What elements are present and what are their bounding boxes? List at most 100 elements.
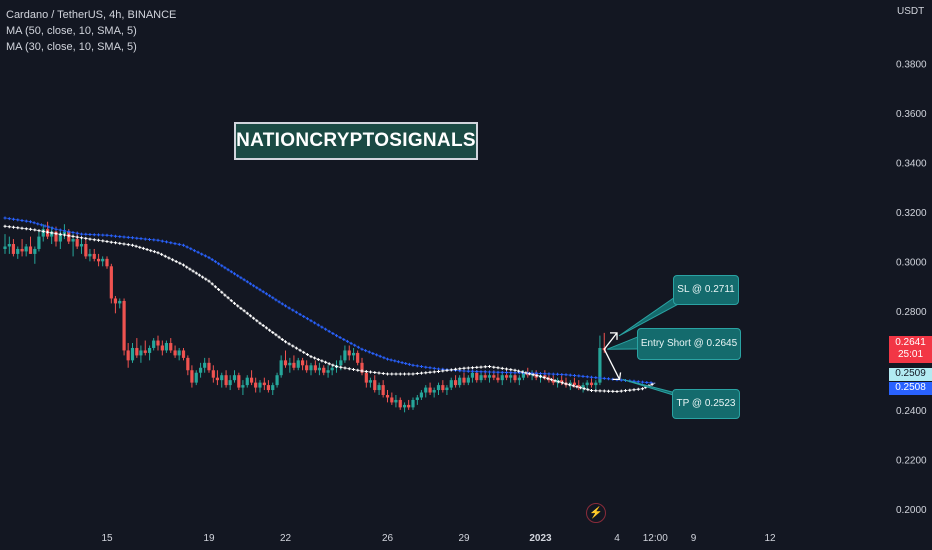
ma-marker xyxy=(152,238,156,242)
candle xyxy=(368,377,373,388)
ma-marker xyxy=(223,266,227,270)
ma-marker xyxy=(194,271,198,275)
candle-body xyxy=(271,385,275,391)
candle-body xyxy=(326,370,330,373)
ma-marker xyxy=(339,365,343,369)
ma-marker xyxy=(245,311,249,315)
ma-marker xyxy=(449,368,453,372)
ma-marker xyxy=(509,368,513,372)
time-tick-label: 22 xyxy=(280,533,292,544)
tp-callout: TP @ 0.2523 xyxy=(672,389,740,419)
ma-marker xyxy=(92,233,96,237)
ma-marker xyxy=(37,229,41,233)
candle xyxy=(326,365,330,378)
lightning-icon[interactable]: ⚡ xyxy=(586,503,606,523)
ma-marker xyxy=(424,371,428,375)
candle-body xyxy=(211,370,215,378)
ma-marker xyxy=(191,269,195,273)
ma-marker xyxy=(182,243,185,247)
ma-marker xyxy=(20,219,24,222)
candle-body xyxy=(254,382,258,388)
ma-marker xyxy=(602,389,606,393)
ma-marker xyxy=(364,349,368,353)
ma-marker xyxy=(598,376,602,380)
ma-marker xyxy=(624,389,627,393)
candle xyxy=(160,340,164,356)
candle-body xyxy=(330,367,334,371)
candle xyxy=(394,395,398,408)
ma-marker xyxy=(7,225,11,229)
candle-body xyxy=(343,350,347,361)
ma-marker xyxy=(564,382,568,386)
candle xyxy=(309,362,313,376)
time-tick-label: 4 xyxy=(614,533,620,544)
ma-marker xyxy=(573,374,576,377)
candle xyxy=(130,343,135,363)
tp-arrowhead xyxy=(612,372,622,381)
ma-30-legend[interactable]: MA (30, close, 10, SMA, 5) xyxy=(6,41,137,53)
ma-marker xyxy=(280,338,284,341)
ma-marker xyxy=(298,348,302,352)
candle xyxy=(364,370,368,388)
ma-marker xyxy=(415,364,419,368)
candle xyxy=(254,377,258,393)
ma-marker xyxy=(568,373,572,377)
candle-body xyxy=(462,377,466,383)
ma-marker xyxy=(305,317,309,321)
ma-marker xyxy=(236,304,240,308)
ma-marker xyxy=(258,288,262,292)
currency-label[interactable]: USDT xyxy=(897,6,925,17)
candle-body xyxy=(322,367,326,373)
ma-marker xyxy=(109,240,113,244)
ma-marker xyxy=(75,235,79,239)
ma-marker xyxy=(488,365,491,368)
candle-body xyxy=(415,397,419,400)
candle-body xyxy=(122,300,126,351)
ma-marker xyxy=(274,298,278,302)
ma-marker xyxy=(390,372,394,376)
candle xyxy=(466,375,470,386)
candle-body xyxy=(543,375,547,378)
candle-body xyxy=(181,350,186,358)
ma-marker xyxy=(324,327,328,331)
ma-marker xyxy=(242,309,246,313)
ma-marker xyxy=(165,240,168,244)
ma-marker xyxy=(185,265,189,269)
ma-marker xyxy=(156,251,160,255)
candle xyxy=(487,372,492,383)
candle xyxy=(109,263,113,304)
candle-body xyxy=(279,360,283,376)
ma-marker xyxy=(581,374,585,378)
ma-marker xyxy=(178,261,182,265)
ma-marker xyxy=(551,372,555,376)
ma-marker xyxy=(131,243,134,247)
ma-marker xyxy=(294,310,298,314)
ma-marker xyxy=(58,228,62,232)
ma-marker xyxy=(67,234,71,238)
candle xyxy=(96,253,101,267)
candle-body xyxy=(568,382,572,386)
entry-pointer xyxy=(607,335,641,350)
candle-body xyxy=(156,340,160,346)
ma-marker xyxy=(71,231,75,234)
candle-body xyxy=(135,347,139,356)
candle xyxy=(428,382,432,395)
ma-marker xyxy=(58,232,62,236)
ma-marker xyxy=(226,296,230,300)
candle-body xyxy=(262,382,266,386)
candle-body xyxy=(589,382,594,386)
ma-50-legend[interactable]: MA (50, close, 10, SMA, 5) xyxy=(6,25,137,37)
candle xyxy=(181,347,186,361)
candle xyxy=(28,236,33,254)
tp-arrow xyxy=(603,348,621,380)
entry-callout: Entry Short @ 0.2645 xyxy=(637,328,741,360)
ma-marker xyxy=(169,241,173,245)
ma-marker xyxy=(7,217,11,221)
ma-marker xyxy=(547,372,551,376)
ma-marker xyxy=(192,249,196,253)
chart-legend: Cardano / TetherUS, 4h, BINANCE MA (50, … xyxy=(6,7,176,55)
symbol-title[interactable]: Cardano / TetherUS, 4h, BINANCE xyxy=(6,9,177,21)
ma-marker xyxy=(496,366,500,370)
ma-marker xyxy=(500,366,504,370)
